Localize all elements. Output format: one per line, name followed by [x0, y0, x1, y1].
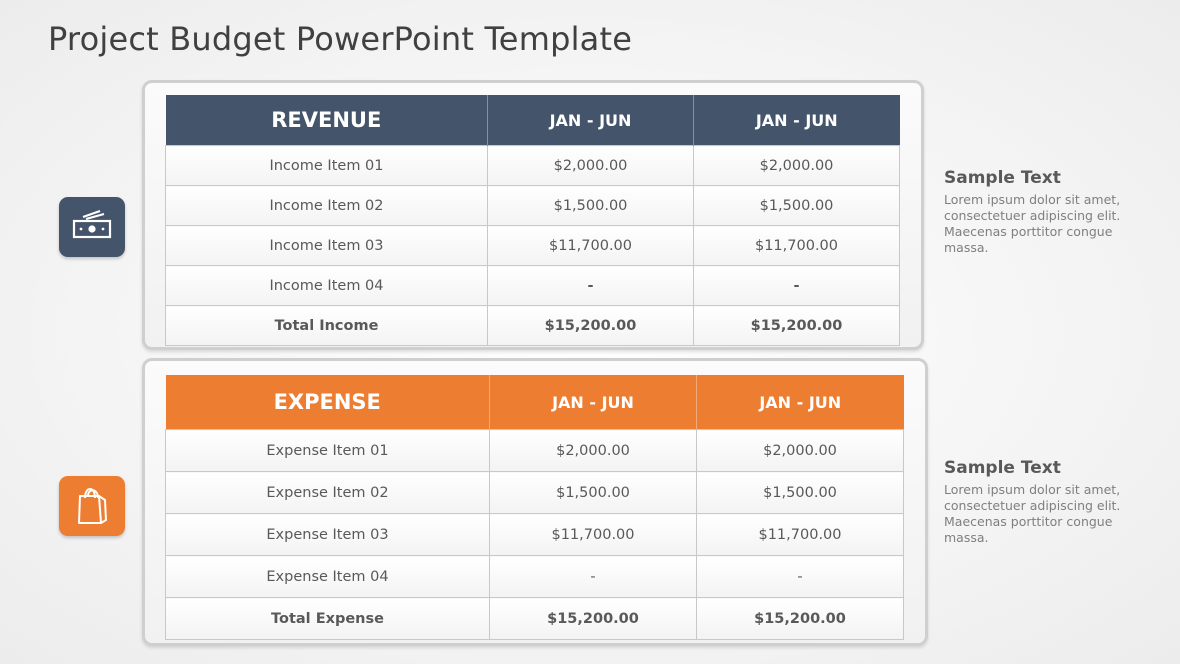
- total-value: $15,200.00: [693, 305, 900, 346]
- row-value: $2,000.00: [696, 429, 904, 472]
- row-value: $2,000.00: [489, 429, 697, 472]
- expense-side-note: Sample Text Lorem ipsum dolor sit amet, …: [944, 458, 1144, 546]
- total-value: $15,200.00: [489, 597, 697, 640]
- row-value: $1,500.00: [489, 471, 697, 514]
- expense-header-row: EXPENSE JAN - JUN JAN - JUN: [165, 375, 904, 430]
- table-row: Income Item 01 $2,000.00 $2,000.00: [165, 145, 900, 186]
- total-row: Total Expense $15,200.00 $15,200.00: [165, 597, 904, 640]
- row-value: -: [696, 555, 904, 598]
- total-value: $15,200.00: [696, 597, 904, 640]
- table-row: Expense Item 02 $1,500.00 $1,500.00: [165, 471, 904, 514]
- period-header: JAN - JUN: [487, 95, 694, 146]
- revenue-table: REVENUE JAN - JUN JAN - JUN Income Item …: [165, 95, 900, 346]
- row-label: Expense Item 03: [165, 513, 490, 556]
- revenue-icon-tile: [59, 197, 125, 257]
- total-value: $15,200.00: [487, 305, 694, 346]
- total-label: Total Expense: [165, 597, 490, 640]
- row-value: $11,700.00: [696, 513, 904, 556]
- row-value: -: [489, 555, 697, 598]
- table-row: Expense Item 01 $2,000.00 $2,000.00: [165, 429, 904, 472]
- table-row: Income Item 04 - -: [165, 265, 900, 306]
- table-row: Income Item 02 $1,500.00 $1,500.00: [165, 185, 900, 226]
- total-label: Total Income: [165, 305, 488, 346]
- row-value: -: [693, 265, 900, 306]
- row-value: $11,700.00: [693, 225, 900, 266]
- table-row: Expense Item 04 - -: [165, 555, 904, 598]
- expense-table: EXPENSE JAN - JUN JAN - JUN Expense Item…: [165, 375, 904, 640]
- row-value: $1,500.00: [487, 185, 694, 226]
- expense-header: EXPENSE: [165, 375, 490, 430]
- row-label: Income Item 02: [165, 185, 488, 226]
- side-note-heading: Sample Text: [944, 458, 1061, 478]
- row-value: $11,700.00: [487, 225, 694, 266]
- side-note-body: Lorem ipsum dolor sit amet, consectetuer…: [944, 192, 1121, 255]
- shopping-bag-icon: [75, 482, 109, 530]
- revenue-header-row: REVENUE JAN - JUN JAN - JUN: [165, 95, 900, 146]
- row-label: Income Item 03: [165, 225, 488, 266]
- row-label: Expense Item 04: [165, 555, 490, 598]
- revenue-header: REVENUE: [165, 95, 488, 146]
- table-row: Income Item 03 $11,700.00 $11,700.00: [165, 225, 900, 266]
- row-label: Income Item 04: [165, 265, 488, 306]
- row-value: $11,700.00: [489, 513, 697, 556]
- table-row: Expense Item 03 $11,700.00 $11,700.00: [165, 513, 904, 556]
- expense-icon-tile: [59, 476, 125, 536]
- period-header: JAN - JUN: [693, 95, 900, 146]
- row-value: $1,500.00: [693, 185, 900, 226]
- row-value: $2,000.00: [693, 145, 900, 186]
- side-note-heading: Sample Text: [944, 168, 1061, 188]
- revenue-side-note: Sample Text Lorem ipsum dolor sit amet, …: [944, 168, 1144, 256]
- period-header: JAN - JUN: [489, 375, 697, 430]
- side-note-body: Lorem ipsum dolor sit amet, consectetuer…: [944, 482, 1121, 545]
- total-row: Total Income $15,200.00 $15,200.00: [165, 305, 900, 346]
- slide-title: Project Budget PowerPoint Template: [48, 20, 633, 58]
- row-value: $1,500.00: [696, 471, 904, 514]
- row-label: Expense Item 01: [165, 429, 490, 472]
- row-label: Income Item 01: [165, 145, 488, 186]
- row-value: -: [487, 265, 694, 306]
- row-label: Expense Item 02: [165, 471, 490, 514]
- period-header: JAN - JUN: [696, 375, 904, 430]
- row-value: $2,000.00: [487, 145, 694, 186]
- money-bills-icon: [70, 208, 114, 246]
